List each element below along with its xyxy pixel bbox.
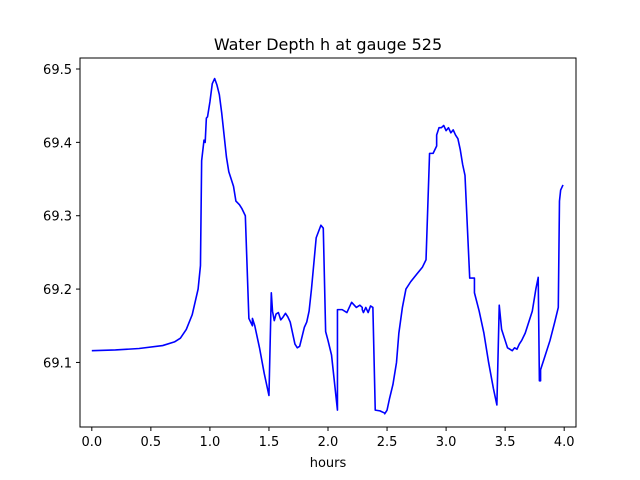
y-tick-label: 69.5 xyxy=(43,63,72,78)
x-tick-label: 1.0 xyxy=(200,435,221,450)
chart-title: Water Depth h at gauge 525 xyxy=(214,35,442,54)
plot-area xyxy=(91,77,564,415)
x-tick-label: 0.5 xyxy=(141,435,162,450)
y-tick-label: 69.4 xyxy=(43,136,72,151)
x-axis-label: hours xyxy=(310,456,347,471)
x-tick-label: 2.5 xyxy=(377,435,398,450)
x-tick-label: 3.5 xyxy=(495,435,516,450)
y-tick-label: 69.1 xyxy=(43,356,72,371)
y-tick-label: 69.3 xyxy=(43,210,72,225)
x-tick-label: 1.5 xyxy=(259,435,280,450)
y-axis: 69.1 69.2 69.3 69.4 69.5 xyxy=(43,63,80,371)
series-line xyxy=(91,77,564,415)
x-tick-label: 2.0 xyxy=(318,435,339,450)
x-tick-label: 3.0 xyxy=(436,435,457,450)
x-axis: 0.0 0.5 1.0 1.5 2.0 2.5 3.0 3.5 4.0 xyxy=(81,427,575,450)
x-tick-label: 0.0 xyxy=(81,435,102,450)
x-tick-label: 4.0 xyxy=(554,435,575,450)
y-tick-label: 69.2 xyxy=(43,283,72,298)
